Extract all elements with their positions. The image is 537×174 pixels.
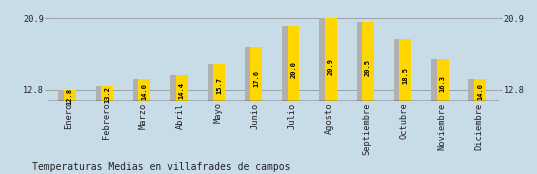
- Text: 14.0: 14.0: [477, 83, 483, 100]
- Text: 18.5: 18.5: [402, 67, 408, 84]
- Text: 13.2: 13.2: [104, 86, 110, 103]
- Bar: [170, 76, 184, 101]
- Text: 17.6: 17.6: [253, 70, 259, 87]
- Bar: [400, 39, 411, 101]
- Text: 20.5: 20.5: [365, 59, 371, 76]
- Bar: [59, 89, 72, 101]
- Bar: [362, 22, 374, 101]
- Bar: [245, 47, 259, 101]
- Text: 15.7: 15.7: [216, 77, 222, 94]
- Bar: [176, 76, 187, 101]
- Bar: [431, 59, 445, 101]
- Text: 20.0: 20.0: [291, 61, 296, 78]
- Bar: [357, 22, 371, 101]
- Text: 14.0: 14.0: [141, 83, 147, 100]
- Bar: [213, 64, 225, 101]
- Bar: [96, 86, 110, 101]
- Bar: [101, 86, 113, 101]
- Bar: [282, 26, 296, 101]
- Bar: [250, 47, 262, 101]
- Bar: [139, 79, 150, 101]
- Bar: [320, 18, 333, 101]
- Bar: [437, 59, 448, 101]
- Bar: [207, 64, 222, 101]
- Text: 12.8: 12.8: [67, 88, 73, 105]
- Bar: [133, 79, 147, 101]
- Bar: [287, 26, 300, 101]
- Bar: [394, 39, 408, 101]
- Text: 14.4: 14.4: [179, 82, 185, 99]
- Bar: [325, 18, 337, 101]
- Bar: [474, 79, 486, 101]
- Text: 20.9: 20.9: [328, 58, 334, 75]
- Text: 16.3: 16.3: [440, 75, 446, 92]
- Text: Temperaturas Medias en villafrades de campos: Temperaturas Medias en villafrades de ca…: [32, 162, 291, 172]
- Bar: [64, 89, 76, 101]
- Bar: [468, 79, 483, 101]
